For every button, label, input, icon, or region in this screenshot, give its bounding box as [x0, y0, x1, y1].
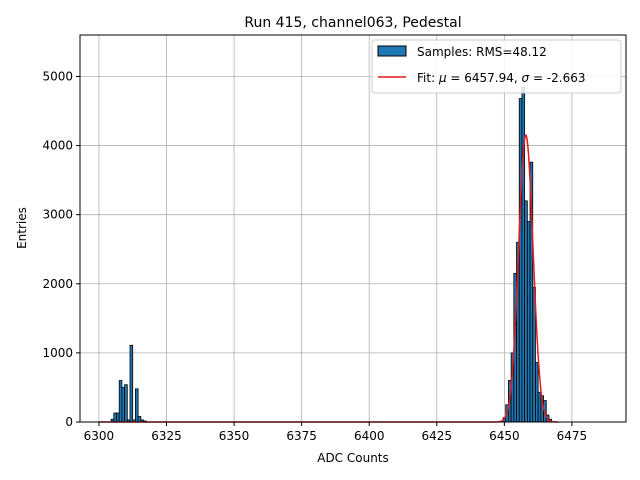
histogram-bar: [129, 344, 134, 423]
y-axis-ticks: 0 1000 2000 3000 4000 5000: [42, 69, 80, 429]
histogram-bar: [537, 391, 542, 423]
histogram-bar: [118, 380, 123, 423]
y-tick-label: 4000: [42, 139, 73, 153]
x-tick-label: 6375: [286, 429, 317, 443]
histogram-bar: [535, 362, 539, 423]
y-tick-label: 0: [65, 415, 73, 429]
legend-box: [371, 39, 622, 94]
legend-label-samples: Samples: RMS=48.12: [417, 45, 547, 59]
x-tick-label: 6325: [151, 429, 182, 443]
y-tick-label: 1000: [42, 346, 73, 360]
fit-curve: [98, 134, 559, 423]
y-tick-label: 3000: [42, 208, 73, 222]
chart-title: Run 415, channel063, Pedestal: [244, 15, 461, 31]
x-axis-ticks: 6300 6325 6350 6375 6400 6425 6450 6475: [84, 422, 588, 443]
y-tick-label: 2000: [42, 277, 73, 291]
y-tick-label: 5000: [42, 69, 73, 83]
histogram-bar: [135, 388, 139, 423]
histogram-bar: [121, 387, 125, 423]
histogram-bar: [137, 416, 142, 423]
histogram-bar: [518, 98, 523, 423]
histogram-bar: [524, 200, 528, 423]
x-axis-label: ADC Counts: [317, 451, 389, 465]
histogram-bar: [113, 412, 117, 423]
x-tick-label: 6450: [489, 429, 520, 443]
x-tick-label: 6300: [84, 429, 115, 443]
y-axis-label: Entries: [15, 207, 29, 249]
plot-frame: [79, 34, 627, 423]
x-tick-label: 6425: [422, 429, 453, 443]
legend-label-fit: Fit: μ = 6457.94, σ = -2.663: [417, 71, 586, 85]
histogram-bar: [116, 412, 120, 423]
x-tick-label: 6475: [557, 429, 588, 443]
legend-swatch-samples: [377, 45, 407, 57]
legend: Samples: RMS=48.12 Fit: μ = 6457.94, σ =…: [371, 39, 622, 94]
histogram-bars: [110, 87, 553, 423]
x-tick-label: 6350: [219, 429, 250, 443]
histogram-bar: [526, 221, 531, 423]
histogram-bar: [124, 384, 128, 423]
x-tick-label: 6400: [354, 429, 385, 443]
